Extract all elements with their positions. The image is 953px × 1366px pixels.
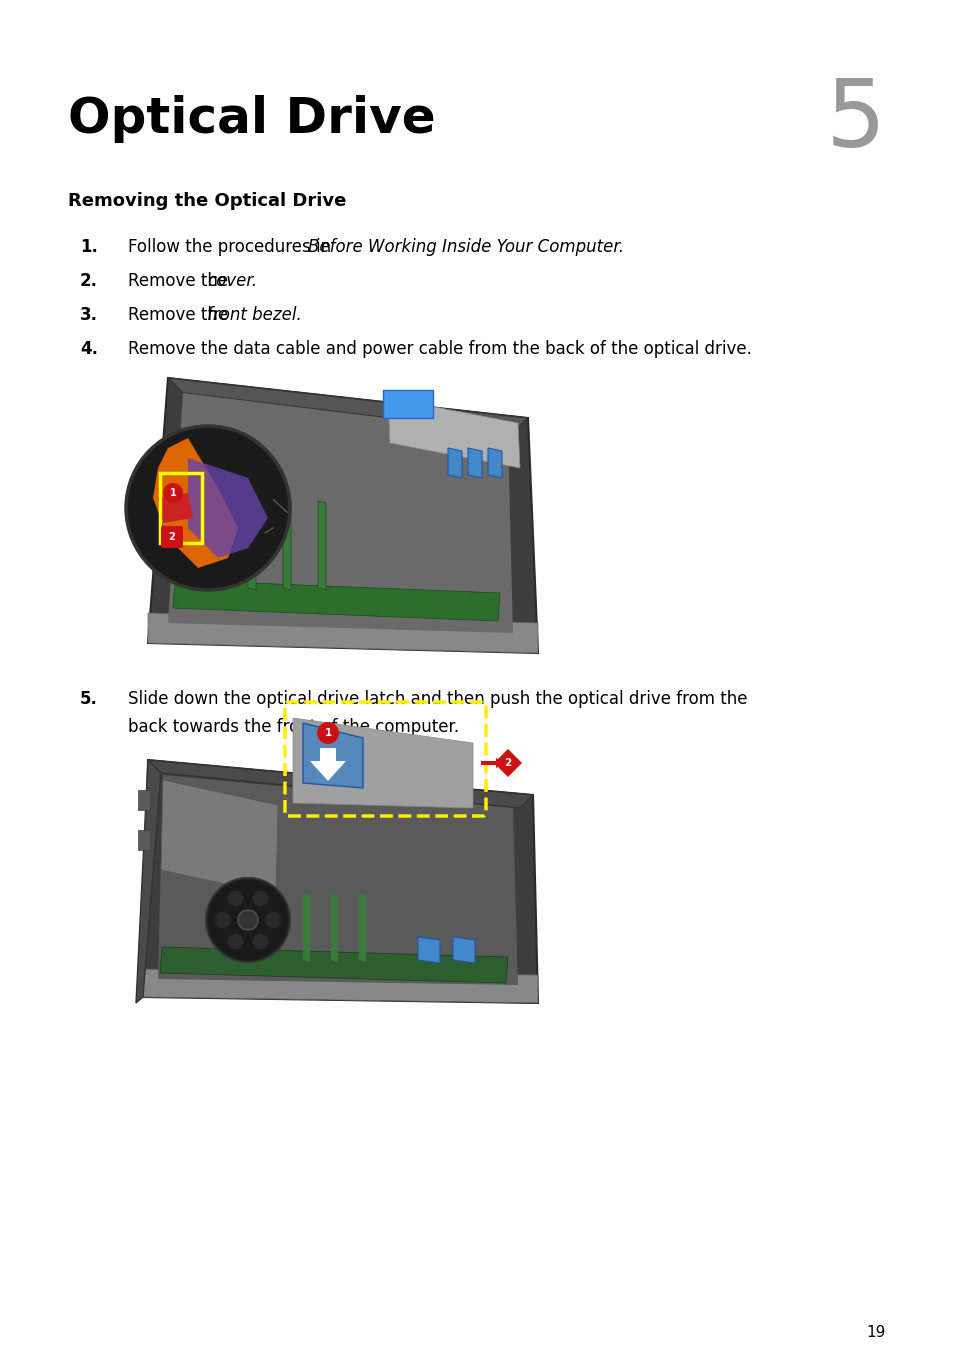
Polygon shape xyxy=(417,937,439,963)
Polygon shape xyxy=(188,458,268,557)
Text: Removing the Optical Drive: Removing the Optical Drive xyxy=(68,193,346,210)
Polygon shape xyxy=(143,968,537,1003)
Bar xyxy=(118,750,547,1015)
Text: Follow the procedures in: Follow the procedures in xyxy=(128,238,336,255)
Polygon shape xyxy=(488,448,501,478)
FancyBboxPatch shape xyxy=(161,526,183,548)
Text: back towards the front of the computer.: back towards the front of the computer. xyxy=(128,719,458,736)
Polygon shape xyxy=(283,501,291,590)
Polygon shape xyxy=(158,775,517,985)
Bar xyxy=(160,473,202,544)
Polygon shape xyxy=(303,893,310,962)
Polygon shape xyxy=(152,438,237,568)
Polygon shape xyxy=(317,501,326,590)
Text: front bezel.: front bezel. xyxy=(207,306,302,324)
Text: 4.: 4. xyxy=(80,340,98,358)
Polygon shape xyxy=(148,759,533,809)
Circle shape xyxy=(227,891,243,907)
Circle shape xyxy=(227,933,243,949)
Polygon shape xyxy=(293,719,473,809)
Circle shape xyxy=(214,912,231,928)
Polygon shape xyxy=(148,613,537,653)
Polygon shape xyxy=(310,749,346,781)
Bar xyxy=(118,367,547,663)
Polygon shape xyxy=(331,893,337,962)
Polygon shape xyxy=(494,749,521,777)
Text: 3.: 3. xyxy=(80,306,98,324)
Text: Remove the: Remove the xyxy=(128,272,233,290)
Text: 1: 1 xyxy=(324,728,332,738)
Text: 2.: 2. xyxy=(80,272,98,290)
Circle shape xyxy=(253,891,268,907)
Text: 2: 2 xyxy=(504,758,511,768)
Circle shape xyxy=(316,723,338,744)
Text: 19: 19 xyxy=(865,1325,885,1340)
Bar xyxy=(382,391,433,418)
Polygon shape xyxy=(248,501,255,590)
Circle shape xyxy=(126,426,290,590)
Polygon shape xyxy=(161,780,277,895)
Text: Optical Drive: Optical Drive xyxy=(68,96,436,143)
Polygon shape xyxy=(358,893,366,962)
Text: 2: 2 xyxy=(169,531,175,542)
Polygon shape xyxy=(172,581,499,622)
Polygon shape xyxy=(168,393,513,632)
Polygon shape xyxy=(388,398,519,469)
FancyArrow shape xyxy=(480,758,503,768)
Polygon shape xyxy=(160,947,507,984)
Text: cover.: cover. xyxy=(207,272,257,290)
Circle shape xyxy=(163,484,183,503)
Bar xyxy=(138,831,150,850)
Text: 5: 5 xyxy=(825,75,885,167)
Text: 1: 1 xyxy=(170,488,176,499)
Circle shape xyxy=(206,878,290,962)
Text: 1.: 1. xyxy=(80,238,98,255)
Circle shape xyxy=(237,910,257,930)
Text: 5.: 5. xyxy=(80,690,98,708)
Circle shape xyxy=(265,912,281,928)
Polygon shape xyxy=(468,448,481,478)
Polygon shape xyxy=(136,759,161,1003)
Text: Before Working Inside Your Computer.: Before Working Inside Your Computer. xyxy=(308,238,623,255)
Polygon shape xyxy=(168,378,527,433)
Polygon shape xyxy=(303,723,363,788)
Polygon shape xyxy=(158,493,193,523)
Polygon shape xyxy=(448,448,461,478)
Circle shape xyxy=(253,933,268,949)
Text: Remove the: Remove the xyxy=(128,306,233,324)
Polygon shape xyxy=(453,937,475,963)
Text: Remove the data cable and power cable from the back of the optical drive.: Remove the data cable and power cable fr… xyxy=(128,340,751,358)
Text: Slide down the optical drive latch and then push the optical drive from the: Slide down the optical drive latch and t… xyxy=(128,690,747,708)
Bar xyxy=(138,790,150,810)
Polygon shape xyxy=(148,378,537,653)
Polygon shape xyxy=(143,759,537,1003)
